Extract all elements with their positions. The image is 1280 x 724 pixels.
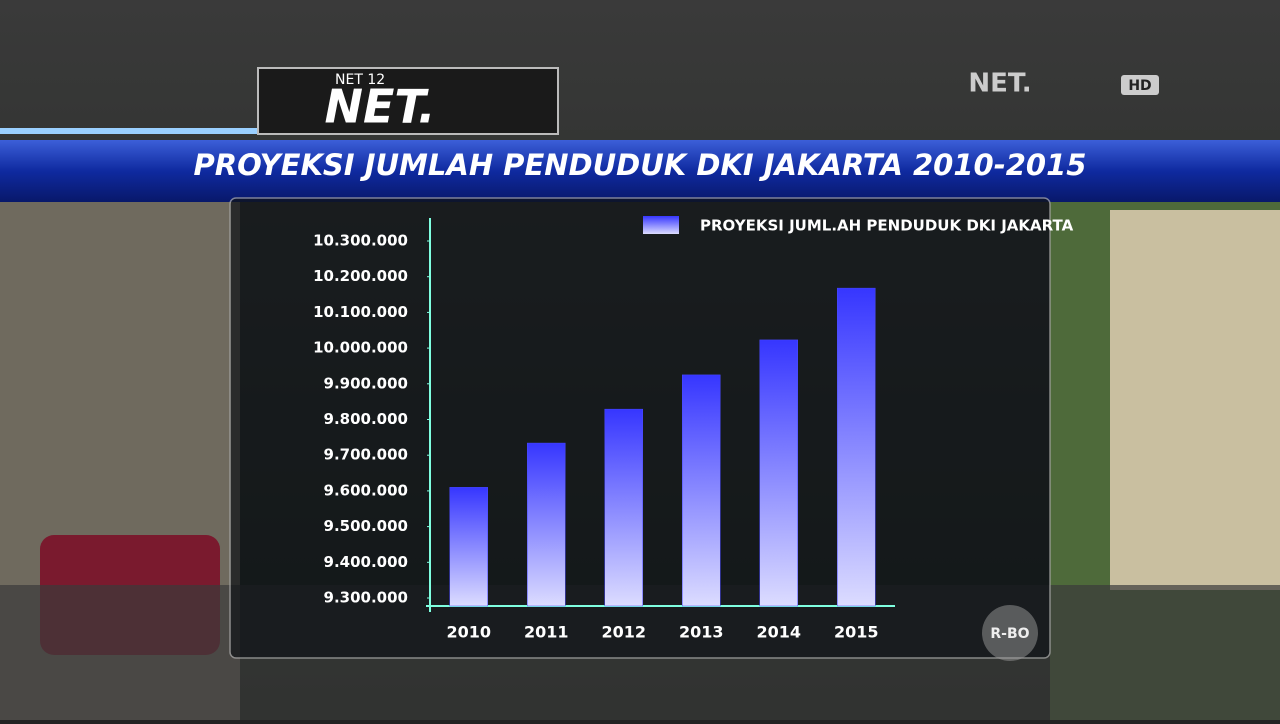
watermark: R-BO <box>990 626 1029 642</box>
hd-label: HD <box>1128 78 1151 94</box>
hd-box <box>1121 75 1159 95</box>
x-tick-label: 2015 <box>834 623 879 642</box>
watermark-circle <box>982 605 1038 661</box>
x-tick-label: 2011 <box>524 623 569 642</box>
y-tick-label: 10.300.000 <box>313 232 408 250</box>
x-tick-label: 2012 <box>601 623 646 642</box>
x-tick-label: 2014 <box>756 623 801 642</box>
light-streak <box>0 128 260 134</box>
title-banner <box>0 140 1280 202</box>
plot: 9.300.000 9.400.000 9.500.000 9.600.000 9.70… <box>313 216 1074 642</box>
scene-house <box>1110 210 1280 590</box>
logo-box <box>257 67 559 135</box>
y-tick-label: 9.600.000 <box>324 481 408 499</box>
y-tick-label: 9.300.000 <box>324 589 408 607</box>
channel-label: NET 12 <box>335 72 385 88</box>
legend-label: PROYEKSI JUML.AH PENDUDUK DKI JAKARTA <box>700 217 1074 235</box>
bar <box>759 339 798 607</box>
y-tick-label: 10.200.000 <box>313 267 408 285</box>
y-tick-label: 9.400.000 <box>324 553 408 571</box>
corner-logo: NET. <box>968 69 1031 99</box>
y-tick-label: 9.700.000 <box>324 446 408 464</box>
bar <box>449 487 488 607</box>
bar <box>682 374 721 607</box>
bar <box>837 287 876 607</box>
logo: NET. <box>325 80 436 134</box>
bar <box>527 442 566 607</box>
chart-title: PROYEKSI JUMLAH PENDUDUK DKI JAKARTA 201… <box>194 148 1087 182</box>
y-tick-label: 9.500.000 <box>324 517 408 535</box>
y-tick-label: 10.000.000 <box>313 339 408 357</box>
legend-swatch <box>643 216 679 234</box>
y-tick-label: 9.800.000 <box>324 410 408 428</box>
x-tick-label: 2010 <box>446 623 491 642</box>
bar <box>604 408 643 607</box>
y-tick-label: 10.100.000 <box>313 303 408 321</box>
x-tick-label: 2013 <box>679 623 724 642</box>
y-tick-label: 9.900.000 <box>324 374 408 392</box>
